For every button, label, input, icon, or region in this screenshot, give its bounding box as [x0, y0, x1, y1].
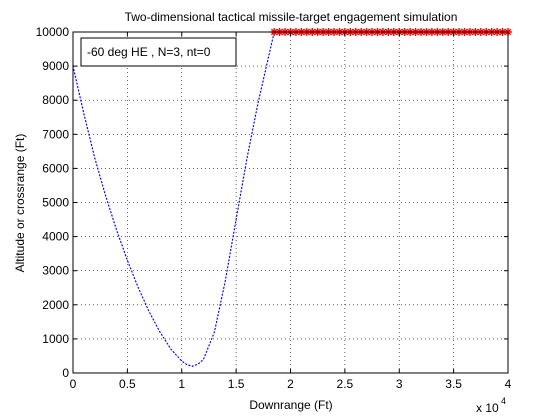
axis-ticks: 0 0.5 1 1.5 2 2.5 3 3.5 4 0 1000 2000 3000 4000 5000 60… — [36, 25, 512, 391]
x-tick-label: 1 — [178, 377, 185, 391]
y-tick-label: 6000 — [42, 161, 69, 175]
x-tick-label: 2.5 — [337, 377, 354, 391]
legend-box — [80, 37, 237, 67]
legend: -60 deg HE , N=3, nt=0 — [80, 37, 237, 67]
y-tick-label: 5000 — [42, 196, 69, 210]
y-tick-label: 4000 — [42, 230, 69, 244]
y-tick-label: 8000 — [42, 93, 69, 107]
x-axis-label: Downrange (Ft) — [249, 398, 332, 412]
plot-background — [73, 32, 508, 373]
y-tick-label: 7000 — [42, 127, 69, 141]
y-tick-label: 0 — [62, 366, 69, 380]
y-tick-label: 9000 — [42, 59, 69, 73]
x-tick-label: 0.5 — [119, 377, 136, 391]
trajectory-line-0 — [72, 31, 275, 367]
y-tick-label: 2000 — [42, 298, 69, 312]
y-tick-label: 10000 — [36, 25, 70, 39]
grid-lines — [73, 32, 508, 373]
legend-text: -60 deg HE , N=3, nt=0 — [87, 45, 211, 59]
x-multiplier-exponent: 4 — [501, 396, 506, 406]
x-tick-label: 2 — [287, 377, 294, 391]
x-tick-label: 1.5 — [228, 377, 245, 391]
y-axis-label: Altitude or crossrange (Ft) — [13, 134, 27, 273]
x-multiplier-base: x 10 — [476, 401, 499, 415]
x-tick-label: 3.5 — [445, 377, 462, 391]
x-tick-label: 4 — [505, 377, 512, 391]
x-axis-multiplier: x 10 4 — [476, 396, 506, 415]
x-tick-label: 3 — [396, 377, 403, 391]
x-tick-label: 0 — [70, 377, 77, 391]
chart-title: Two-dimensional tactical missile-target … — [125, 10, 458, 24]
plot-area — [73, 32, 508, 373]
y-tick-label: 3000 — [42, 264, 69, 278]
y-tick-label: 1000 — [42, 332, 69, 346]
